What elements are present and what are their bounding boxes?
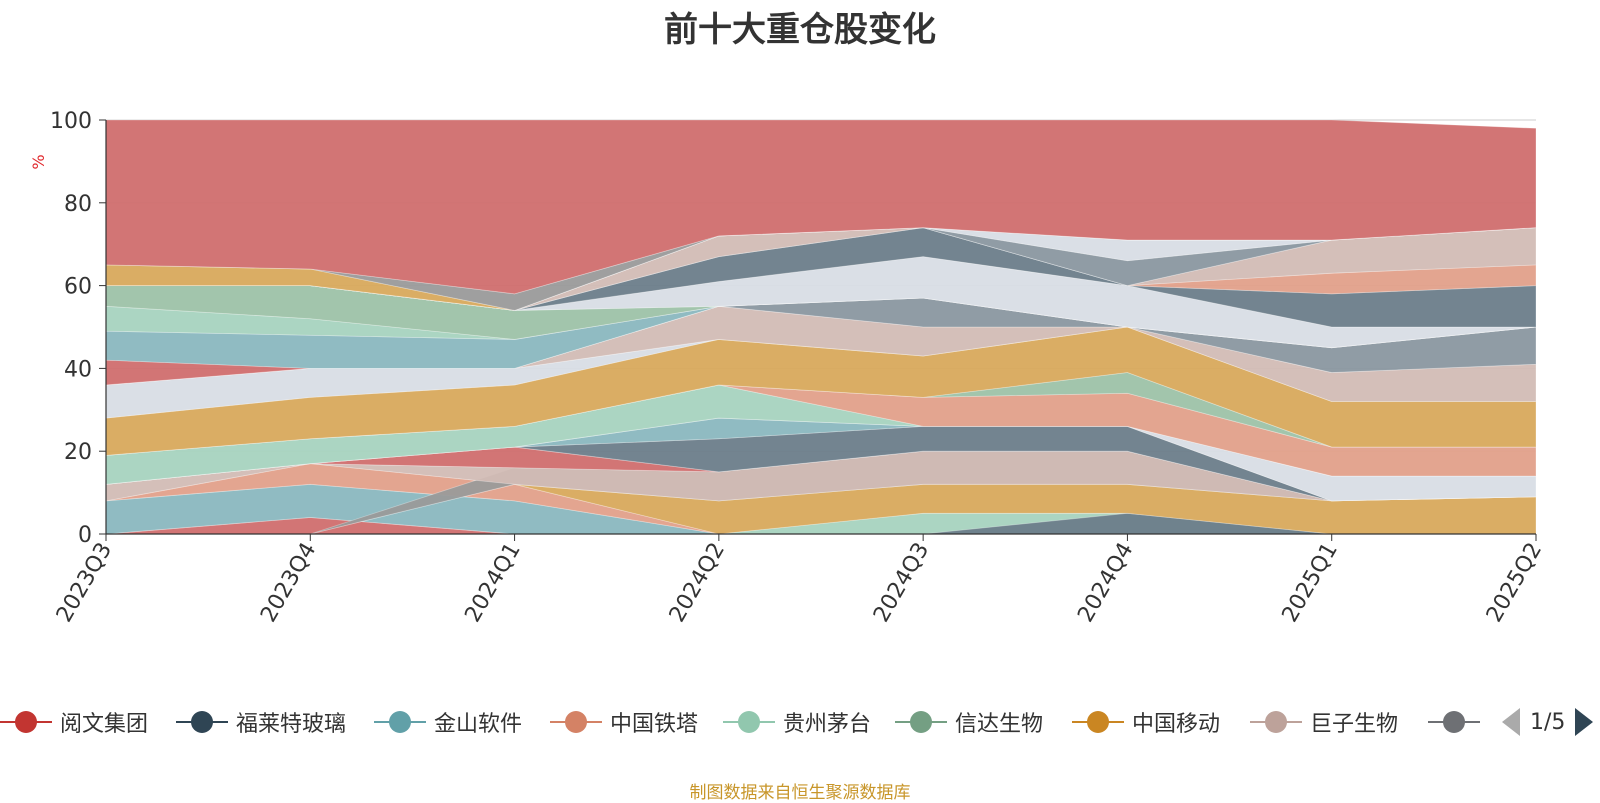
legend-marker: [723, 711, 775, 733]
next-page-icon-shape: [1575, 708, 1594, 736]
area-layer: [105, 119, 1537, 535]
prev-page-icon[interactable]: [1500, 706, 1522, 738]
legend-item[interactable]: 中国铁塔: [550, 702, 698, 742]
legend-label: 中国移动: [1132, 712, 1221, 737]
legend-label: 中国铁塔: [610, 712, 699, 737]
legend-dot: [15, 711, 37, 733]
area-layer-31: [105, 119, 1537, 295]
legend-dot: [565, 711, 587, 733]
legend-item[interactable]: 中国移动: [1072, 702, 1220, 742]
chart-title: 前十大重仓股变化: [664, 10, 936, 50]
x-tick-label: 2023Q3: [52, 539, 117, 627]
source-note: 制图数据来自恒生聚源数据库: [689, 783, 911, 803]
legend-label: 信达生物: [955, 712, 1044, 737]
area-layer-2: [105, 463, 1536, 535]
legend-page-indicator: 1/5: [1530, 709, 1566, 735]
legend-item[interactable]: 金山软件: [374, 702, 522, 742]
x-tick-label: 2024Q1: [460, 539, 525, 627]
legend-label: 福莱特玻璃: [236, 712, 347, 737]
legend-dot: [910, 711, 932, 733]
x-tick-label: 2025Q1: [1278, 539, 1343, 627]
x-tick-label: 2023Q4: [256, 539, 321, 627]
legend-marker: [1250, 711, 1302, 733]
legend-dot: [1443, 711, 1465, 733]
y-tick-label: 60: [64, 275, 92, 300]
legend-label: 金山软件: [434, 712, 523, 737]
legend-item[interactable]: [1428, 702, 1480, 742]
legend-dot: [738, 711, 760, 733]
prev-page-icon-shape: [1502, 708, 1520, 736]
legend-dot: [1265, 711, 1287, 733]
legend-dot: [191, 711, 213, 733]
stacked-area-chart: 0 20 40 60 80 100% 2023Q3 2023Q4 2024Q1 2024Q2 202…: [29, 109, 1547, 627]
legend-marker: [895, 711, 947, 733]
legend-item[interactable]: 福莱特玻璃: [176, 702, 346, 742]
y-tick-label: 0: [78, 523, 92, 548]
next-page-icon[interactable]: [1573, 706, 1595, 738]
x-tick-label: 2024Q2: [665, 539, 730, 627]
legend-label: 贵州茅台: [783, 712, 872, 737]
legend-dot: [1087, 711, 1109, 733]
legend-marker: [176, 711, 228, 733]
legend-dot: [389, 711, 411, 733]
legend-marker: [0, 711, 52, 733]
legend-item[interactable]: 贵州茅台: [723, 702, 871, 742]
legend-item[interactable]: 信达生物: [895, 702, 1043, 742]
y-tick-label: 20: [64, 440, 92, 465]
y-axis-unit-label: %: [29, 154, 48, 169]
legend-marker: [374, 711, 426, 733]
y-tick-label: 40: [64, 357, 92, 382]
legend-marker: [1428, 711, 1480, 733]
area-layer-5: [106, 483, 1537, 535]
legend-label: 巨子生物: [1310, 712, 1399, 737]
x-tick-label: 2025Q2: [1482, 539, 1547, 627]
legend-label: 阅文集团: [60, 712, 149, 737]
legend-item[interactable]: 阅文集团: [0, 702, 148, 742]
legend: 阅文集团 福莱特玻璃 金山软件 中国铁塔 贵州茅台 信达生物 中国移动 巨子生物 1/5: [0, 702, 1600, 742]
legend-pager: 1/5: [1500, 702, 1595, 742]
y-tick-label: 80: [64, 192, 92, 217]
x-tick-label: 2024Q4: [1073, 539, 1138, 627]
y-tick-label: 100: [50, 109, 92, 134]
legend-marker: [1072, 711, 1124, 733]
legend-item[interactable]: 巨子生物: [1250, 702, 1398, 742]
legend-marker: [550, 711, 602, 733]
x-tick-label: 2024Q3: [869, 539, 934, 627]
